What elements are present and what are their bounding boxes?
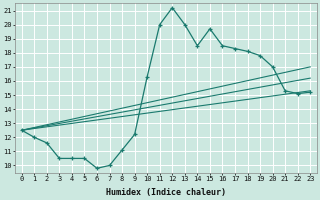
X-axis label: Humidex (Indice chaleur): Humidex (Indice chaleur) xyxy=(106,188,226,197)
